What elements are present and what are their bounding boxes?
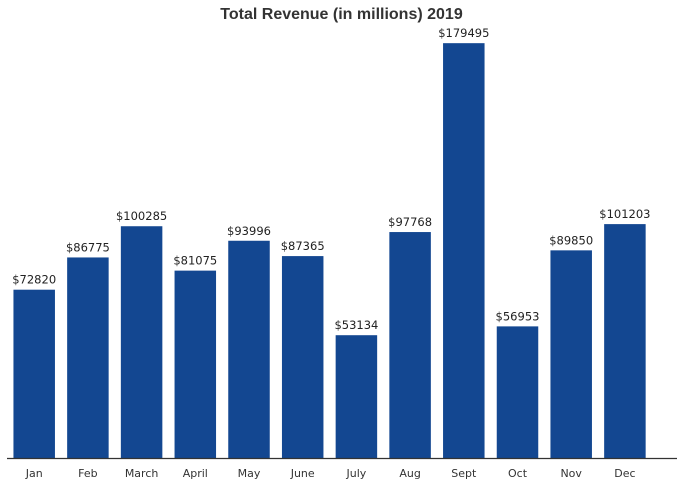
data-label-sept: $179495 xyxy=(438,26,489,40)
data-label-july: $53134 xyxy=(334,318,378,332)
bar-july xyxy=(335,335,378,458)
bar-june xyxy=(281,256,324,458)
data-label-june: $87365 xyxy=(281,239,325,253)
x-tick-label-march: March xyxy=(125,467,159,480)
bar-sept xyxy=(443,43,485,459)
x-tick-label-nov: Nov xyxy=(560,467,582,480)
x-tick-label-may: May xyxy=(238,467,261,480)
bar-march xyxy=(120,226,163,458)
data-label-feb: $86775 xyxy=(66,240,110,254)
data-label-jan: $72820 xyxy=(12,273,56,287)
x-tick-label-june: June xyxy=(290,467,315,480)
bar-oct xyxy=(496,326,539,458)
bar-dec xyxy=(604,224,646,458)
bar-jan xyxy=(13,289,55,458)
bar-april xyxy=(174,270,217,458)
data-label-dec: $101203 xyxy=(599,207,650,221)
bar-feb xyxy=(67,257,109,458)
x-tick-label-aug: Aug xyxy=(399,467,420,480)
x-tick-label-april: April xyxy=(183,467,208,480)
x-tick-label-dec: Dec xyxy=(614,467,635,480)
data-label-oct: $56953 xyxy=(496,309,540,323)
data-label-april: $81075 xyxy=(173,254,217,268)
bar-may xyxy=(228,240,270,458)
data-label-aug: $97768 xyxy=(388,215,432,229)
bar-labels-group: $72820 $86775 $100285 $81075 $93996 $87365 $53… xyxy=(12,26,650,332)
x-tick-label-feb: Feb xyxy=(78,467,97,480)
x-tick-label-oct: Oct xyxy=(508,467,528,480)
chart-title: Total Revenue (in millions) 2019 xyxy=(220,6,463,23)
data-label-march: $100285 xyxy=(116,209,167,223)
x-tick-label-july: July xyxy=(346,467,367,480)
x-tick-labels-group: Jan Feb March April May June July Aug Sept Oct Nov… xyxy=(25,467,636,480)
data-label-may: $93996 xyxy=(227,224,271,238)
bar-nov xyxy=(550,250,592,458)
bar-aug xyxy=(389,232,431,458)
x-tick-label-sept: Sept xyxy=(451,467,477,480)
bars-group xyxy=(13,43,646,459)
x-tick-label-jan: Jan xyxy=(25,467,43,480)
data-label-nov: $89850 xyxy=(549,233,593,247)
